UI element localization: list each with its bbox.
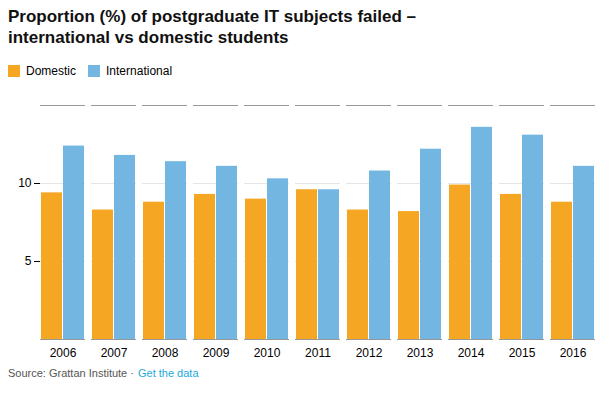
svg-text:2016: 2016 — [560, 346, 587, 360]
svg-text:2011: 2011 — [305, 346, 331, 360]
svg-text:2008: 2008 — [152, 346, 179, 360]
svg-text:10: 10 — [18, 176, 32, 190]
svg-text:5: 5 — [25, 254, 32, 268]
html-text:Proportion (%) of postgraduate: Proportion (%) of postgraduate IT subjec… — [8, 7, 416, 26]
svg-text:2013: 2013 — [407, 346, 434, 360]
html-text:International: International — [106, 63, 173, 78]
svg-text:2007: 2007 — [101, 346, 128, 360]
svg-text:2010: 2010 — [254, 346, 281, 360]
html-text:Domestic: Domestic — [26, 63, 76, 78]
svg-text:2014: 2014 — [458, 346, 485, 360]
svg-text:2015: 2015 — [509, 346, 536, 360]
html-text:Source: Grattan Institute · Ge: Source: Grattan Institute · Get the data — [8, 367, 199, 379]
svg-text:2009: 2009 — [203, 346, 230, 360]
svg-text:2006: 2006 — [50, 346, 77, 360]
svg-text:2012: 2012 — [356, 346, 383, 360]
html-text:international vs domestic stud: international vs domestic students — [8, 28, 289, 47]
